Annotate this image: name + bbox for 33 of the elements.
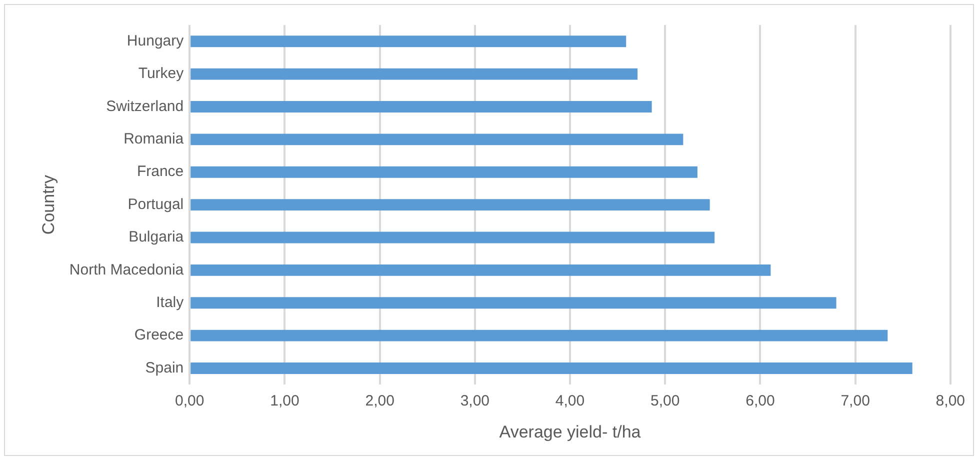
bar [190,134,684,146]
y-tick-label: Portugal [128,196,184,213]
bar [190,330,888,342]
bar [190,199,710,211]
bar [190,166,698,178]
y-tick-label: Spain [145,359,184,376]
x-tick-label: 2,00 [365,392,394,410]
x-tick-label: 0,00 [175,392,204,410]
bar [190,36,626,48]
x-tick-label: 3,00 [460,392,490,410]
y-tick-label: Italy [156,294,184,312]
bar [190,264,771,276]
y-tick-label: North Macedonia [69,261,184,278]
bar [190,297,836,309]
bar [190,362,912,374]
x-tick-label: 4,00 [555,392,585,410]
bar [190,68,638,80]
x-tick-label: 8,00 [936,392,966,410]
bar [190,101,652,112]
y-tick-label: Turkey [138,65,184,82]
y-tick-label: Bulgaria [128,228,184,246]
x-tick-label: 6,00 [746,392,775,410]
bar [190,232,715,244]
y-tick-label: Hungary [126,32,184,50]
x-tick-label: 5,00 [650,392,680,410]
y-tick-label: Switzerland [106,98,184,115]
y-tick-label: Greece [134,326,184,344]
x-axis-title: Average yield- t/ha [499,422,642,442]
y-axis-title: Country [38,174,58,235]
y-tick-label: France [136,163,184,180]
y-tick-label: Romania [124,130,184,148]
x-tick-label: 1,00 [270,392,300,410]
x-tick-label: 7,00 [840,392,870,410]
